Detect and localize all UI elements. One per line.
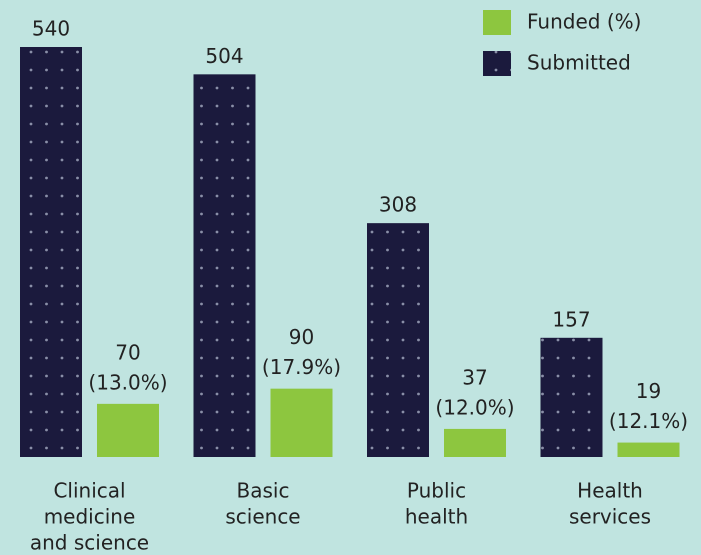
x-tick-label: science [225, 505, 300, 529]
legend-swatch [483, 51, 511, 76]
x-tick-label: Clinical [53, 479, 125, 503]
value-label: (12.0%) [435, 395, 514, 419]
bar [444, 428, 506, 457]
value-label: 308 [379, 193, 417, 217]
value-label: 504 [205, 44, 243, 68]
x-tick-label: health [405, 505, 468, 529]
x-tick-label: Health [577, 479, 643, 503]
bar [540, 337, 603, 457]
x-tick-label: and science [30, 531, 149, 555]
value-label: 540 [32, 17, 70, 41]
bar [367, 223, 429, 457]
x-tick-label: medicine [44, 505, 136, 529]
value-label: 19 [636, 379, 661, 403]
value-label: 157 [552, 307, 590, 331]
value-label: 70 [115, 340, 140, 364]
x-tick-label: Basic [237, 479, 290, 503]
value-label: 37 [462, 365, 487, 389]
x-tick-label: Public [407, 479, 466, 503]
value-label: (12.1%) [609, 409, 688, 433]
bar [617, 442, 680, 457]
bar [193, 74, 256, 457]
legend-label: Submitted [527, 51, 631, 75]
x-tick-label: services [569, 505, 651, 529]
value-label: 90 [289, 325, 314, 349]
bar [97, 403, 159, 457]
legend-swatch [483, 10, 511, 35]
bar [20, 47, 82, 457]
bar [270, 388, 333, 457]
legend-label: Funded (%) [527, 10, 641, 34]
value-label: (13.0%) [88, 370, 167, 394]
value-label: (17.9%) [262, 355, 341, 379]
